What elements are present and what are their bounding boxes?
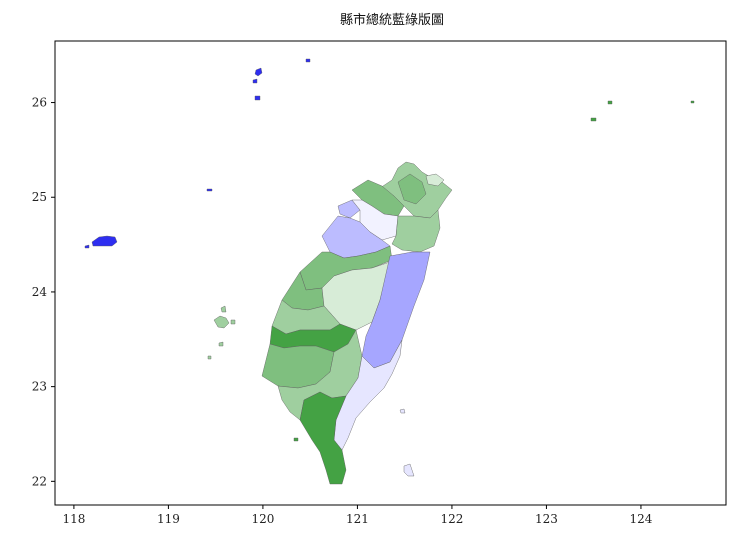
y-tick-label: 24 (32, 285, 48, 299)
x-tick-label: 124 (629, 512, 652, 526)
x-tick-label: 122 (440, 512, 463, 526)
islet-orchid-island (403, 463, 415, 477)
y-tick-label: 22 (32, 474, 47, 488)
x-tick-label: 118 (62, 512, 85, 526)
county-hsinchu-city (337, 199, 361, 219)
islet-liuqiu (293, 437, 299, 442)
x-tick-label: 119 (157, 512, 180, 526)
x-tick-label: 121 (346, 512, 369, 526)
y-axis: 22 23 24 25 26 (32, 96, 55, 488)
county-keelung (425, 173, 445, 187)
county-kinmen (84, 235, 118, 249)
county-penghu (207, 305, 236, 360)
y-tick-label: 25 (32, 190, 47, 204)
x-tick-label: 120 (251, 512, 274, 526)
islet-green-island (399, 408, 406, 414)
chart-title: 縣市總統藍綠版圖 (340, 12, 444, 28)
islet-northeast (590, 100, 695, 122)
plot-frame (54, 40, 727, 506)
y-tick-label: 26 (32, 96, 47, 110)
county-pingtung (299, 391, 347, 485)
county-yilan (391, 209, 441, 253)
x-axis: 118 119 120 121 122 123 124 (62, 505, 653, 526)
county-regions (84, 58, 695, 485)
y-tick-label: 23 (32, 380, 47, 394)
county-lienchiang (252, 58, 311, 101)
x-tick-label: 123 (535, 512, 558, 526)
county-taipei (397, 173, 427, 205)
wuqiu-islet (206, 188, 213, 192)
